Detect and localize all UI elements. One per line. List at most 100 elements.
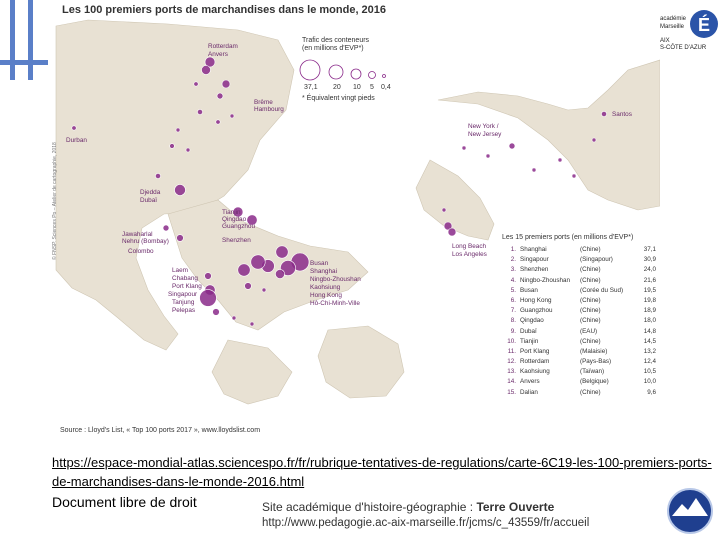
port-americas-5 xyxy=(571,173,577,179)
terre-ouverte-logo xyxy=(667,488,713,534)
port-americas-3 xyxy=(531,167,537,173)
label-durban: Durban xyxy=(66,137,87,144)
ranking-port: Shanghai xyxy=(520,246,547,253)
port-kaohsiung xyxy=(275,269,285,279)
port-europe-7 xyxy=(185,147,191,153)
ranking-rank: 10. xyxy=(507,337,516,345)
port-guangzhou xyxy=(237,263,251,277)
label-shenzhen: Shenzhen xyxy=(222,237,251,244)
ranking-port: Tianjin xyxy=(520,337,539,345)
to-logo-mountain xyxy=(672,498,708,516)
map-source: Source : Lloyd's List, « Top 100 ports 2… xyxy=(60,427,261,434)
ranking-row: 8. Qingdao (Chine) 18,0 xyxy=(502,316,660,326)
label-busan: Busan xyxy=(310,260,329,267)
port-americas-6 xyxy=(591,137,597,143)
legend-title-1: Trafic des conteneurs xyxy=(302,37,370,44)
legend-circle-3 xyxy=(350,68,362,80)
africa-europe-land xyxy=(55,19,295,351)
port-colombo xyxy=(176,234,184,242)
label-colombo: Colombo xyxy=(128,248,154,255)
legend-value-1: 37,1 xyxy=(304,84,318,91)
ranking-value: 18,9 xyxy=(643,307,656,315)
label-losangeles: Los Angeles xyxy=(452,251,487,258)
ranking-value: 21,6 xyxy=(643,276,656,284)
ranking-port: Hong Kong xyxy=(520,296,552,304)
legend-circle-2 xyxy=(328,64,344,80)
label-hochiminh: Hô-Chi-Minh-Ville xyxy=(310,300,360,307)
top15-ranking: Les 15 premiers ports (en millions d'EVP… xyxy=(502,234,660,398)
port-laem-chabang xyxy=(204,272,212,280)
frame-line-vertical-2 xyxy=(28,0,33,80)
legend-value-4: 5 xyxy=(370,84,374,91)
port-labels: Rotterdam Anvers Brême Hambourg Durban S… xyxy=(66,43,632,314)
legend-value-5: 0,4 xyxy=(381,84,391,91)
ranking-value: 19,8 xyxy=(643,296,656,304)
legend-value-3: 10 xyxy=(353,84,361,91)
ranking-country: (EAU) xyxy=(580,327,598,335)
legend-circle-5 xyxy=(382,74,386,78)
site-url[interactable]: http://www.pedagogie.ac-aix-marseille.fr… xyxy=(262,517,590,529)
label-kaohsiung: Kaohsiung xyxy=(310,284,341,291)
port-dubai xyxy=(174,184,186,196)
ranking-row: 14. Anvers (Belgique) 10,0 xyxy=(502,377,660,387)
port-europe-2 xyxy=(197,109,203,115)
ranking-value: 12,4 xyxy=(643,358,656,366)
label-singapour: Singapour xyxy=(168,291,198,298)
label-anvers: Anvers xyxy=(208,51,228,58)
port-djedda xyxy=(155,173,161,179)
ranking-row: 9. Dubaï (EAU) 14,8 xyxy=(502,327,660,337)
ranking-country: (Pays-Bas) xyxy=(580,358,612,366)
port-hambourg xyxy=(221,79,231,89)
label-pelepas: Pelepas xyxy=(172,307,195,314)
label-tanjung: Tanjung xyxy=(172,299,195,306)
frame-line-vertical-1 xyxy=(10,0,15,80)
ranking-rows: 1. Shanghai (Chine) 37,1 2. Singapour (Singapo… xyxy=(502,245,660,398)
ranking-value: 18,0 xyxy=(643,317,656,325)
port-santos xyxy=(601,111,607,117)
label-qingdao: Qingdao xyxy=(222,216,247,223)
ranking-port: Singapour xyxy=(520,256,549,264)
ranking-country: (Chine) xyxy=(580,246,601,253)
ranking-port: Qingdao xyxy=(520,317,544,325)
ranking-value: 37,1 xyxy=(643,246,656,253)
legend-title-2: (en millions d'EVP*) xyxy=(302,45,364,52)
label-laem: Laem xyxy=(172,267,188,274)
ranking-row: 3. Shenzhen (Chine) 24,0 xyxy=(502,265,660,275)
ranking-rank: 2. xyxy=(510,256,516,264)
ranking-rank: 15. xyxy=(507,388,516,396)
label-hongkong: Hong Kong xyxy=(310,292,342,299)
ranking-title: Les 15 premiers ports (en millions d'EVP… xyxy=(502,234,634,241)
port-americas-2 xyxy=(485,153,491,159)
ranking-value: 19,5 xyxy=(643,286,656,294)
ranking-port: Kaohsiung xyxy=(520,368,550,376)
map-title: Les 100 premiers ports de marchandises d… xyxy=(62,4,387,16)
ranking-rank: 12. xyxy=(507,358,516,366)
source-link[interactable]: https://espace-mondial-atlas.sciencespo.… xyxy=(52,455,712,489)
north-america-land xyxy=(415,159,495,241)
port-americas-1 xyxy=(461,145,467,151)
label-guangzhou: Guangzhou xyxy=(222,223,255,230)
port-durban xyxy=(71,125,77,131)
port-tianjin xyxy=(232,206,244,218)
ranking-rank: 6. xyxy=(510,296,516,304)
ranking-country: (Belgique) xyxy=(580,378,609,386)
academy-line-4: S-CÔTE D'AZUR xyxy=(660,45,707,51)
label-djedda: Djedda xyxy=(140,189,161,196)
ranking-port: Dalian xyxy=(520,388,538,396)
academy-logo-circle xyxy=(690,10,718,38)
port-longbeach xyxy=(443,221,453,231)
australia-land xyxy=(317,325,405,399)
americas-land xyxy=(437,59,660,211)
ranking-country: (Chine) xyxy=(580,317,601,325)
port-europe-5 xyxy=(175,127,181,133)
label-santos: Santos xyxy=(612,111,632,118)
legend-value-2: 20 xyxy=(333,84,341,91)
port-newyork xyxy=(508,142,516,150)
label-shanghai: Shanghai xyxy=(310,268,337,275)
label-longbeach: Long Beach xyxy=(452,243,487,250)
ranking-country: (Chine) xyxy=(580,296,601,304)
label-rotterdam: Rotterdam xyxy=(208,43,238,50)
site-name: Terre Ouverte xyxy=(476,500,555,514)
frame-line-horizontal xyxy=(0,60,48,65)
port-europe-1 xyxy=(193,81,199,87)
